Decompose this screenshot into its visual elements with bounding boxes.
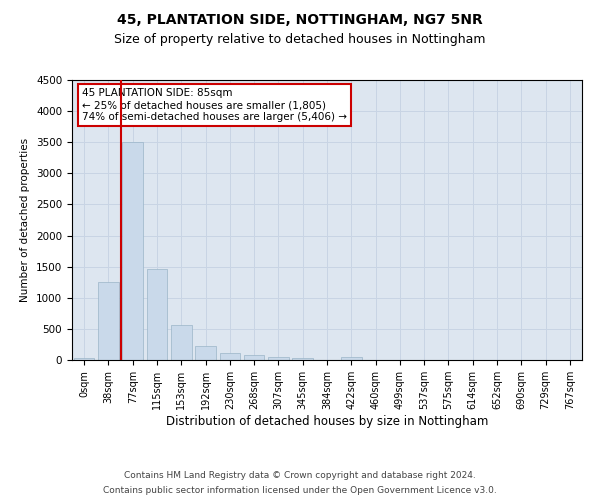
Bar	[74, 358, 94, 360]
Text: Contains HM Land Registry data © Crown copyright and database right 2024.: Contains HM Land Registry data © Crown c…	[124, 471, 476, 480]
Y-axis label: Number of detached properties: Number of detached properties	[20, 138, 31, 302]
Bar	[98, 282, 119, 360]
Bar	[244, 356, 265, 360]
Bar	[220, 353, 240, 360]
Text: 45 PLANTATION SIDE: 85sqm
← 25% of detached houses are smaller (1,805)
74% of se: 45 PLANTATION SIDE: 85sqm ← 25% of detac…	[82, 88, 347, 122]
Text: 45, PLANTATION SIDE, NOTTINGHAM, NG7 5NR: 45, PLANTATION SIDE, NOTTINGHAM, NG7 5NR	[117, 12, 483, 26]
Bar	[268, 356, 289, 360]
Bar	[171, 324, 191, 360]
Bar	[341, 356, 362, 360]
Bar	[122, 142, 143, 360]
Bar	[292, 358, 313, 360]
Bar	[146, 268, 167, 360]
X-axis label: Distribution of detached houses by size in Nottingham: Distribution of detached houses by size …	[166, 415, 488, 428]
Text: Size of property relative to detached houses in Nottingham: Size of property relative to detached ho…	[114, 32, 486, 46]
Bar	[195, 346, 216, 360]
Text: Contains public sector information licensed under the Open Government Licence v3: Contains public sector information licen…	[103, 486, 497, 495]
